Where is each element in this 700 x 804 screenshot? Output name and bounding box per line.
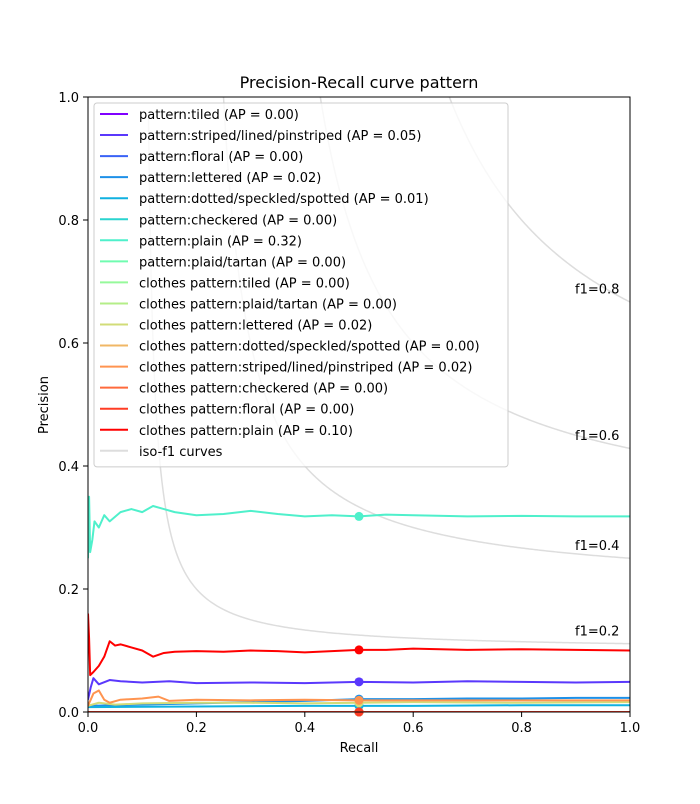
series-line: [88, 495, 630, 559]
iso-f1-curve: [147, 114, 630, 645]
legend-label: clothes pattern:lettered (AP = 0.02): [139, 319, 372, 334]
series-marker: [354, 511, 364, 521]
legend-label: clothes pattern:floral (AP = 0.00): [139, 403, 354, 418]
markers-layer: [354, 511, 364, 717]
series-line: [88, 613, 630, 677]
legend-label: pattern:striped/lined/pinstriped (AP = 0…: [139, 129, 422, 144]
legend-label: clothes pattern:plain (AP = 0.10): [139, 424, 353, 439]
y-tick-label: 0.0: [58, 706, 79, 721]
iso-f1-label: f1=0.2: [575, 624, 619, 639]
y-tick-label: 0.4: [58, 460, 79, 475]
series-line: [88, 701, 630, 707]
series-marker: [354, 645, 364, 655]
legend-label: iso-f1 curves: [139, 445, 223, 460]
x-tick-label: 0.2: [186, 721, 207, 736]
x-tick-label: 0.8: [511, 721, 532, 736]
y-tick-label: 0.2: [58, 583, 79, 598]
legend-label: pattern:checkered (AP = 0.00): [139, 213, 337, 228]
legend-box: [93, 102, 509, 468]
legend-label: pattern:plaid/tartan (AP = 0.00): [139, 255, 346, 270]
x-tick-label: 1.0: [620, 721, 641, 736]
x-axis-label: Recall: [340, 741, 379, 756]
series-marker: [354, 695, 364, 705]
legend-label: pattern:floral (AP = 0.00): [139, 150, 303, 165]
iso-f1-label: f1=0.6: [575, 429, 619, 444]
x-tick-label: 0.4: [294, 721, 315, 736]
iso-f1-label: f1=0.4: [575, 539, 619, 554]
legend-label: clothes pattern:striped/lined/pinstriped…: [139, 361, 472, 376]
y-tick-label: 1.0: [58, 91, 79, 106]
chart-title: Precision-Recall curve pattern: [240, 73, 479, 92]
legend-label: clothes pattern:checkered (AP = 0.00): [139, 382, 388, 397]
iso-f1-label: f1=0.8: [575, 283, 619, 298]
x-tick-label: 0.0: [78, 721, 99, 736]
series-marker: [354, 677, 364, 687]
legend-label: pattern:dotted/speckled/spotted (AP = 0.…: [139, 192, 429, 207]
axes-layer: f1=0.2 f1=0.4 f1=0.6 f1=0.8 0.0 0.2 0.4 0.6 0.8 1…: [58, 91, 640, 736]
y-tick-label: 0.6: [58, 337, 79, 352]
legend-label: pattern:plain (AP = 0.32): [139, 234, 302, 249]
legend-label: pattern:tiled (AP = 0.00): [139, 108, 299, 123]
y-tick-label: 0.8: [58, 214, 79, 229]
series-line: [88, 677, 630, 700]
legend-label: clothes pattern:dotted/speckled/spotted …: [139, 340, 480, 355]
series-line: [88, 689, 630, 707]
legend-label: pattern:lettered (AP = 0.02): [139, 171, 321, 186]
x-tick-label: 0.6: [403, 721, 424, 736]
legend-label: clothes pattern:tiled (AP = 0.00): [139, 276, 350, 291]
y-axis-label: Precision: [37, 376, 52, 434]
legend-layer: pattern:tiled (AP = 0.00) pattern:striped…: [93, 102, 509, 468]
legend-label: clothes pattern:plaid/tartan (AP = 0.00): [139, 297, 397, 312]
plot-frame: [87, 96, 631, 713]
